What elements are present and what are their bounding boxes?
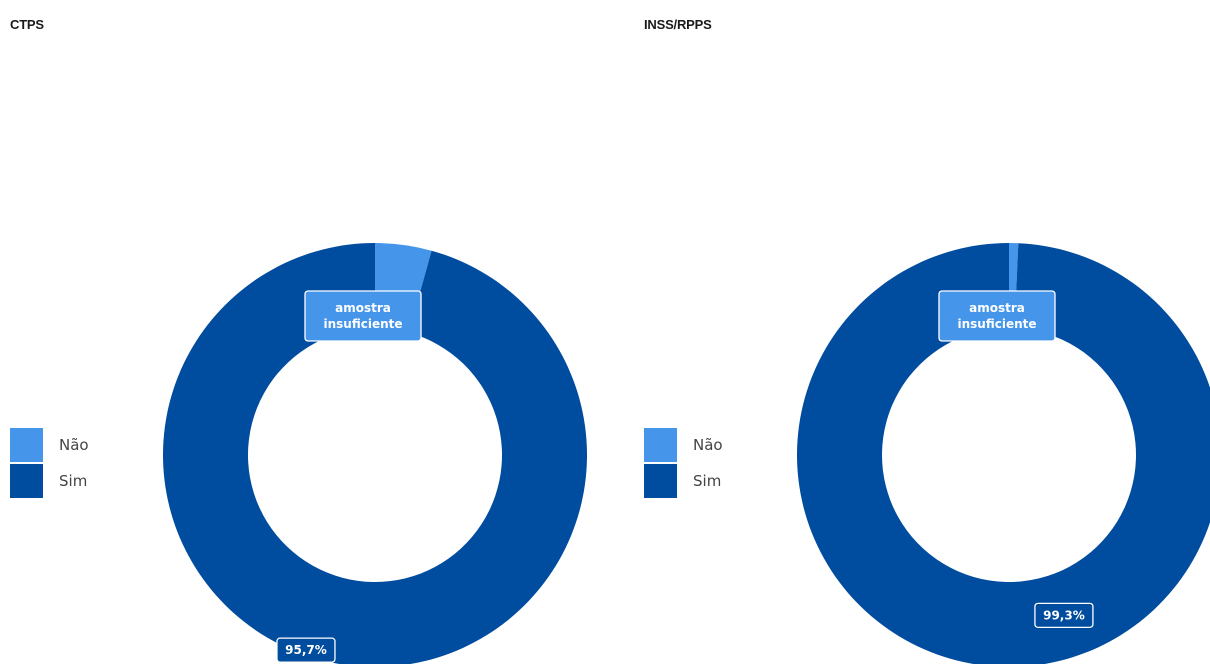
chart-title: INSS/RPPS [644, 17, 712, 32]
legend-item-nao[interactable]: Não [10, 427, 89, 463]
data-label-sim: 99,3% [1034, 602, 1094, 629]
donut-slice-sim[interactable] [797, 243, 1210, 664]
legend: Não Sim [10, 427, 89, 499]
legend-label-nao: Não [59, 436, 89, 454]
data-label-sim-box [1034, 602, 1094, 629]
chart-title: CTPS [10, 17, 44, 32]
legend: Não Sim [644, 427, 723, 499]
legend-swatch-sim [10, 464, 43, 498]
data-label-sim-box [276, 637, 336, 663]
donut-chart-inss-rpps: amostra insuficiente 99,3% [797, 243, 1210, 664]
legend-label-sim: Sim [59, 472, 88, 490]
legend-swatch-sim [644, 464, 677, 498]
legend-swatch-nao [10, 428, 43, 462]
data-label-nao-text: insuficiente [323, 317, 402, 331]
data-label-sim-text: 99,3% [1043, 608, 1085, 622]
data-label-nao-text: insuficiente [957, 317, 1036, 331]
donut-chart-ctps: amostra insuficiente 95,7% [163, 243, 587, 664]
legend-item-sim[interactable]: Sim [644, 463, 723, 499]
legend-item-sim[interactable]: Sim [10, 463, 89, 499]
data-label-nao: amostra insuficiente [938, 290, 1056, 342]
chart-panel-ctps: CTPS Não Sim amostra insuficiente 95,7% [10, 17, 587, 664]
legend-label-nao: Não [693, 436, 723, 454]
data-label-nao-box [304, 290, 422, 342]
data-label-sim: 95,7% [276, 637, 336, 663]
data-label-nao: amostra insuficiente [304, 290, 422, 342]
data-label-sim-text: 95,7% [285, 643, 327, 657]
data-label-nao-box [938, 290, 1056, 342]
data-label-nao-text: amostra [969, 301, 1025, 315]
data-label-nao-text: amostra [335, 301, 391, 315]
legend-swatch-nao [644, 428, 677, 462]
legend-label-sim: Sim [693, 472, 722, 490]
donut-slice-sim[interactable] [163, 243, 587, 664]
chart-panel-inss-rpps: INSS/RPPS Não Sim amostra insuficiente 99,… [634, 0, 1210, 664]
legend-item-nao[interactable]: Não [644, 427, 723, 463]
